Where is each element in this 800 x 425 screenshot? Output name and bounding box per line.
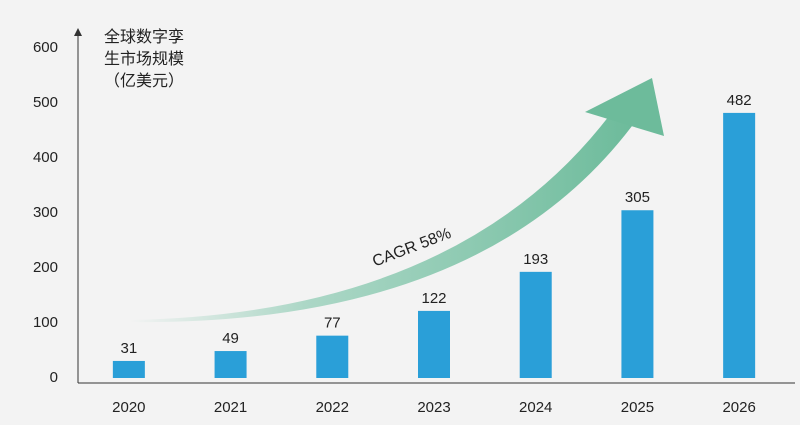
arrow-head (585, 78, 664, 136)
x-tick-label: 2024 (519, 399, 552, 416)
bar (214, 351, 247, 378)
value-label: 122 (421, 290, 446, 307)
y-tick-label: 0 (50, 369, 58, 386)
y-axis-arrow (74, 28, 82, 36)
growth-arrow (130, 112, 632, 323)
bar (418, 310, 450, 378)
value-label: 49 (222, 330, 239, 347)
bar (621, 210, 654, 378)
y-tick-label: 100 (33, 314, 58, 331)
y-axis-label: 全球数字孪生市场规模（亿美元） (104, 27, 185, 90)
bar (112, 360, 145, 378)
bar (723, 112, 756, 379)
y-tick-label: 200 (33, 259, 58, 276)
y-tick-label: 300 (33, 204, 58, 221)
value-label: 305 (625, 189, 650, 206)
x-tick-label: 2026 (722, 399, 755, 416)
bar (519, 271, 552, 378)
y-tick-label: 600 (33, 39, 58, 56)
x-tick-label: 2025 (621, 399, 654, 416)
y-tick-label: 500 (33, 94, 58, 111)
bar (316, 335, 349, 378)
x-tick-label: 2021 (214, 399, 247, 416)
x-tick-label: 2023 (417, 399, 450, 416)
value-label: 77 (324, 315, 341, 332)
value-label: 193 (523, 251, 548, 268)
value-label: 31 (121, 340, 138, 357)
x-tick-label: 2022 (316, 399, 349, 416)
y-tick-label: 400 (33, 149, 58, 166)
value-label: 482 (727, 92, 752, 109)
x-tick-label: 2020 (112, 399, 145, 416)
